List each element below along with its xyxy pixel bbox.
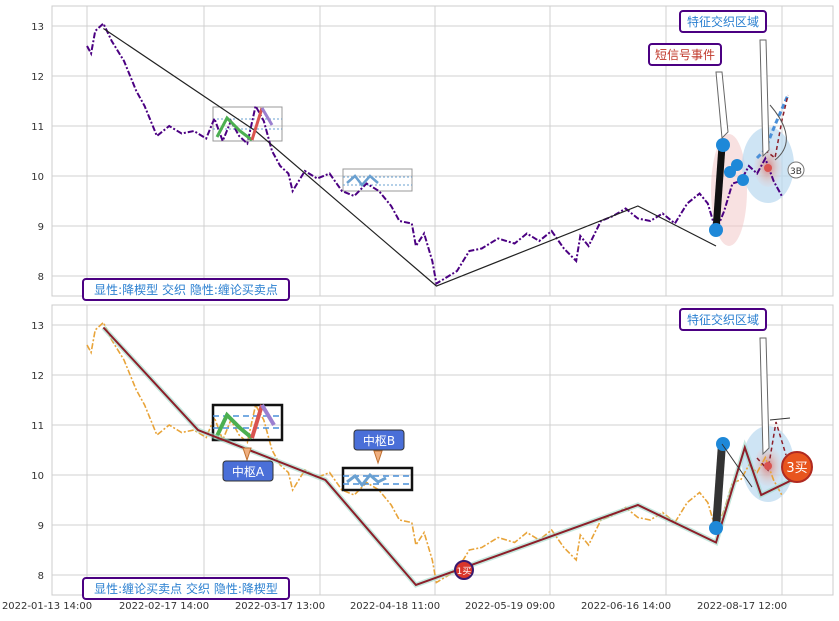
top-thick-bi — [712, 145, 726, 231]
zhongshu-b-label-box — [353, 429, 405, 451]
bottom-blue-dot-1 — [709, 521, 723, 535]
bottom-y-ticks: 8 9 10 11 12 13 — [31, 321, 44, 582]
top-3b-label: 3B — [790, 167, 802, 177]
top-feature-zone-arrow — [759, 39, 770, 158]
y-tick-label: 11 — [31, 122, 44, 133]
bottom-thick-bi — [712, 443, 726, 529]
y-tick-label: 13 — [31, 22, 44, 33]
top-blue-dot-4 — [731, 159, 743, 171]
top-red-dot — [764, 164, 772, 172]
buy3-marker — [781, 451, 813, 483]
x-tick-label: 2022-06-16 14:00 — [581, 601, 671, 612]
y-tick-label: 10 — [31, 172, 44, 183]
zhongshu-a-arrow — [242, 447, 252, 462]
y-tick-label: 8 — [38, 571, 44, 582]
bottom-feature-zone-text: 特征交织区域 — [687, 312, 759, 327]
zhongshu-b-box — [341, 466, 414, 492]
zhongshu-a-label-box — [222, 460, 274, 482]
y-tick-label: 9 — [38, 521, 44, 532]
buy1-label: 1买 — [457, 566, 472, 577]
y-tick-label: 10 — [31, 471, 44, 482]
zhongshu-b-label: 中枢B — [363, 433, 395, 448]
bottom-title-text: 显性:缠论买卖点 交织 隐性:降楔型 — [94, 581, 278, 596]
zhongshu-a-purple — [260, 403, 276, 427]
bottom-hline-small — [769, 417, 791, 421]
y-tick-label: 12 — [31, 72, 44, 83]
x-tick-label: 2022-04-18 11:00 — [350, 601, 440, 612]
bottom-feature-zone-box — [679, 308, 767, 331]
price-line — [86, 321, 783, 584]
top-blue-dot-2 — [716, 138, 730, 152]
top-blue-dot-5 — [737, 174, 749, 186]
x-axis-ticks: 2022-01-13 14:00 2022-02-17 14:00 2022-03-… — [2, 601, 787, 612]
top-segment-b — [346, 174, 379, 187]
top-segment-green — [215, 115, 253, 142]
top-panel: 8 9 10 11 12 13 3B — [31, 5, 834, 301]
top-short-signal-text: 短信号事件 — [655, 48, 715, 62]
bi-line — [103, 28, 717, 287]
bi-line — [102, 326, 803, 587]
price-line — [86, 21, 783, 286]
top-y-ticks: 8 9 10 11 12 13 — [31, 22, 44, 283]
top-segment-purple — [260, 107, 274, 126]
top-bi-lines — [103, 28, 717, 287]
zhongshu-a-label: 中枢A — [232, 464, 265, 479]
top-short-signal-box — [648, 43, 722, 66]
top-feature-zone-text: 特征交织区域 — [687, 14, 759, 29]
y-tick-label: 11 — [31, 421, 44, 432]
zhongshu-a-red — [250, 404, 264, 439]
bottom-bi-lines — [101, 325, 804, 588]
x-tick-label: 2022-03-17 13:00 — [235, 601, 325, 612]
y-tick-label: 8 — [38, 272, 44, 283]
buy3-label: 3买 — [786, 461, 807, 476]
top-price-line — [86, 21, 783, 286]
top-rising-dashed — [755, 94, 790, 160]
y-tick-label: 12 — [31, 371, 44, 382]
top-feature-zone-box — [679, 10, 767, 33]
top-title-box — [82, 278, 290, 301]
x-tick-label: 2022-01-13 14:00 — [2, 601, 92, 612]
bottom-panel: 8 9 10 11 12 13 1买 3买 — [31, 304, 834, 600]
bottom-red-dot — [764, 462, 772, 470]
top-segment-red — [250, 107, 264, 141]
zhongshu-a-green — [215, 411, 254, 440]
top-title-text: 显性:降楔型 交织 隐性:缠论买卖点 — [94, 282, 278, 297]
top-blue-dot-1 — [709, 223, 723, 237]
x-tick-label: 2022-08-17 12:00 — [697, 601, 787, 612]
bottom-price-line — [86, 321, 783, 584]
bottom-bi-down — [721, 443, 753, 488]
top-3b-circle — [787, 161, 805, 179]
bottom-blue-dot-2 — [716, 437, 730, 451]
zhongshu-a-box — [211, 403, 284, 442]
bottom-plot-area — [51, 304, 834, 596]
bottom-feature-zone-arrow — [759, 337, 770, 456]
zhongshu-b-segment — [346, 472, 387, 488]
bottom-dashed-red — [756, 421, 787, 472]
zhongshu-b-arrow — [373, 450, 383, 465]
top-short-signal-arrow — [715, 71, 729, 140]
y-tick-label: 9 — [38, 222, 44, 233]
y-tick-label: 13 — [31, 321, 44, 332]
bottom-title-box — [82, 577, 290, 600]
buy1-marker — [454, 560, 474, 580]
x-tick-label: 2022-02-17 14:00 — [119, 601, 209, 612]
top-arc — [769, 104, 787, 161]
x-tick-label: 2022-05-19 09:00 — [465, 601, 555, 612]
top-rising-dashed-red — [764, 94, 789, 160]
